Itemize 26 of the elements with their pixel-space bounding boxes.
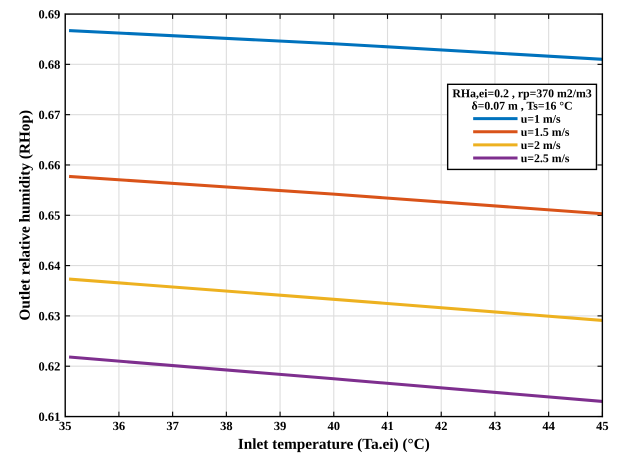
x-tick-label: 44 <box>542 422 555 430</box>
x-tick-label: 35 <box>59 422 71 430</box>
x-tick-label: 37 <box>166 422 179 430</box>
y-tick-label: 0.61 <box>38 412 60 422</box>
x-tick-label: 40 <box>328 422 340 430</box>
x-tick-label: 41 <box>381 422 394 430</box>
x-tick-label: 45 <box>596 422 608 430</box>
y-tick-label: 0.62 <box>38 362 60 371</box>
x-tick-label: 43 <box>488 422 501 430</box>
x-axis-title: Inlet temperature (Ta.ei) (°C) <box>238 438 430 452</box>
y-tick-label: 0.64 <box>38 262 60 270</box>
y-tick-label: 0.65 <box>38 211 60 220</box>
x-tick-label: 42 <box>435 422 447 430</box>
legend-label: u=2 m/s <box>520 141 560 150</box>
y-tick-label: 0.67 <box>38 110 60 120</box>
y-axis-title: Outlet relative humidity (RHop) <box>19 110 33 320</box>
y-tick-label: 0.63 <box>38 312 60 320</box>
y-tick-label: 0.69 <box>38 10 60 19</box>
legend-label: u=1 m/s <box>520 114 560 123</box>
x-tick-label: 39 <box>274 422 286 430</box>
x-tick-label: 36 <box>113 422 125 430</box>
legend-label: u=2.5 m/s <box>520 154 570 162</box>
legend-label: u=1.5 m/s <box>520 128 570 136</box>
x-tick-label: 38 <box>220 422 232 430</box>
y-tick-label: 0.68 <box>38 60 60 69</box>
y-tick-label: 0.66 <box>38 160 60 170</box>
